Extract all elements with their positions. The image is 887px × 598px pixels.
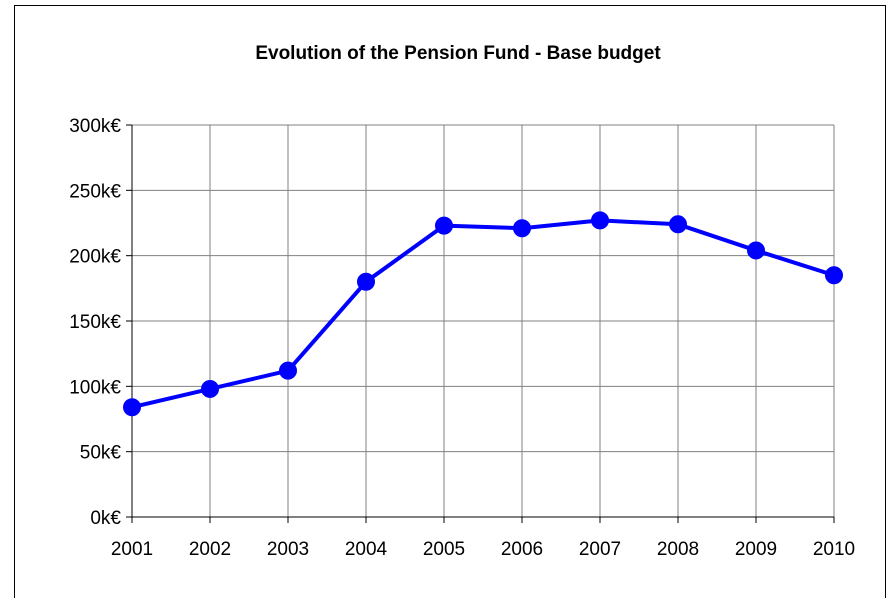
x-tick-label: 2005	[423, 539, 465, 560]
x-tick-label: 2009	[735, 539, 777, 560]
y-tick-label: 0k€	[90, 508, 121, 529]
data-point	[591, 211, 609, 230]
series-layer	[123, 211, 843, 417]
data-point	[435, 216, 453, 235]
x-tick-label: 2008	[657, 539, 699, 560]
y-tick-label: 200k€	[69, 247, 121, 268]
y-tick-label: 100k€	[69, 377, 121, 398]
chart-title: Evolution of the Pension Fund - Base bud…	[255, 43, 661, 64]
x-tick-label: 2010	[813, 539, 855, 560]
data-point	[513, 219, 531, 238]
data-point	[747, 241, 765, 260]
y-tick-label: 250k€	[69, 181, 121, 202]
x-tick-label: 2006	[501, 539, 543, 560]
y-tick-label: 150k€	[69, 312, 121, 333]
series-line	[131, 218, 835, 410]
x-tick-label: 2004	[345, 539, 388, 560]
data-point	[123, 398, 141, 417]
y-tick-label: 300k€	[69, 116, 121, 137]
chart-frame	[14, 5, 886, 598]
x-tick-label: 2001	[111, 539, 153, 560]
data-point	[825, 266, 843, 285]
axis-layer: 0k€ 50k€ 100k€ 150k€ 200k€ 250k€ 300k€ 2001 2002…	[69, 116, 855, 560]
grid-layer	[132, 124, 835, 517]
x-tick-label: 2007	[579, 539, 621, 560]
data-point	[201, 379, 219, 398]
x-tick-label: 2003	[267, 539, 309, 560]
data-point	[279, 361, 297, 380]
data-point	[669, 215, 687, 234]
x-tick-label: 2002	[189, 539, 231, 560]
y-tick-label: 50k€	[80, 443, 122, 464]
data-point	[357, 272, 375, 291]
